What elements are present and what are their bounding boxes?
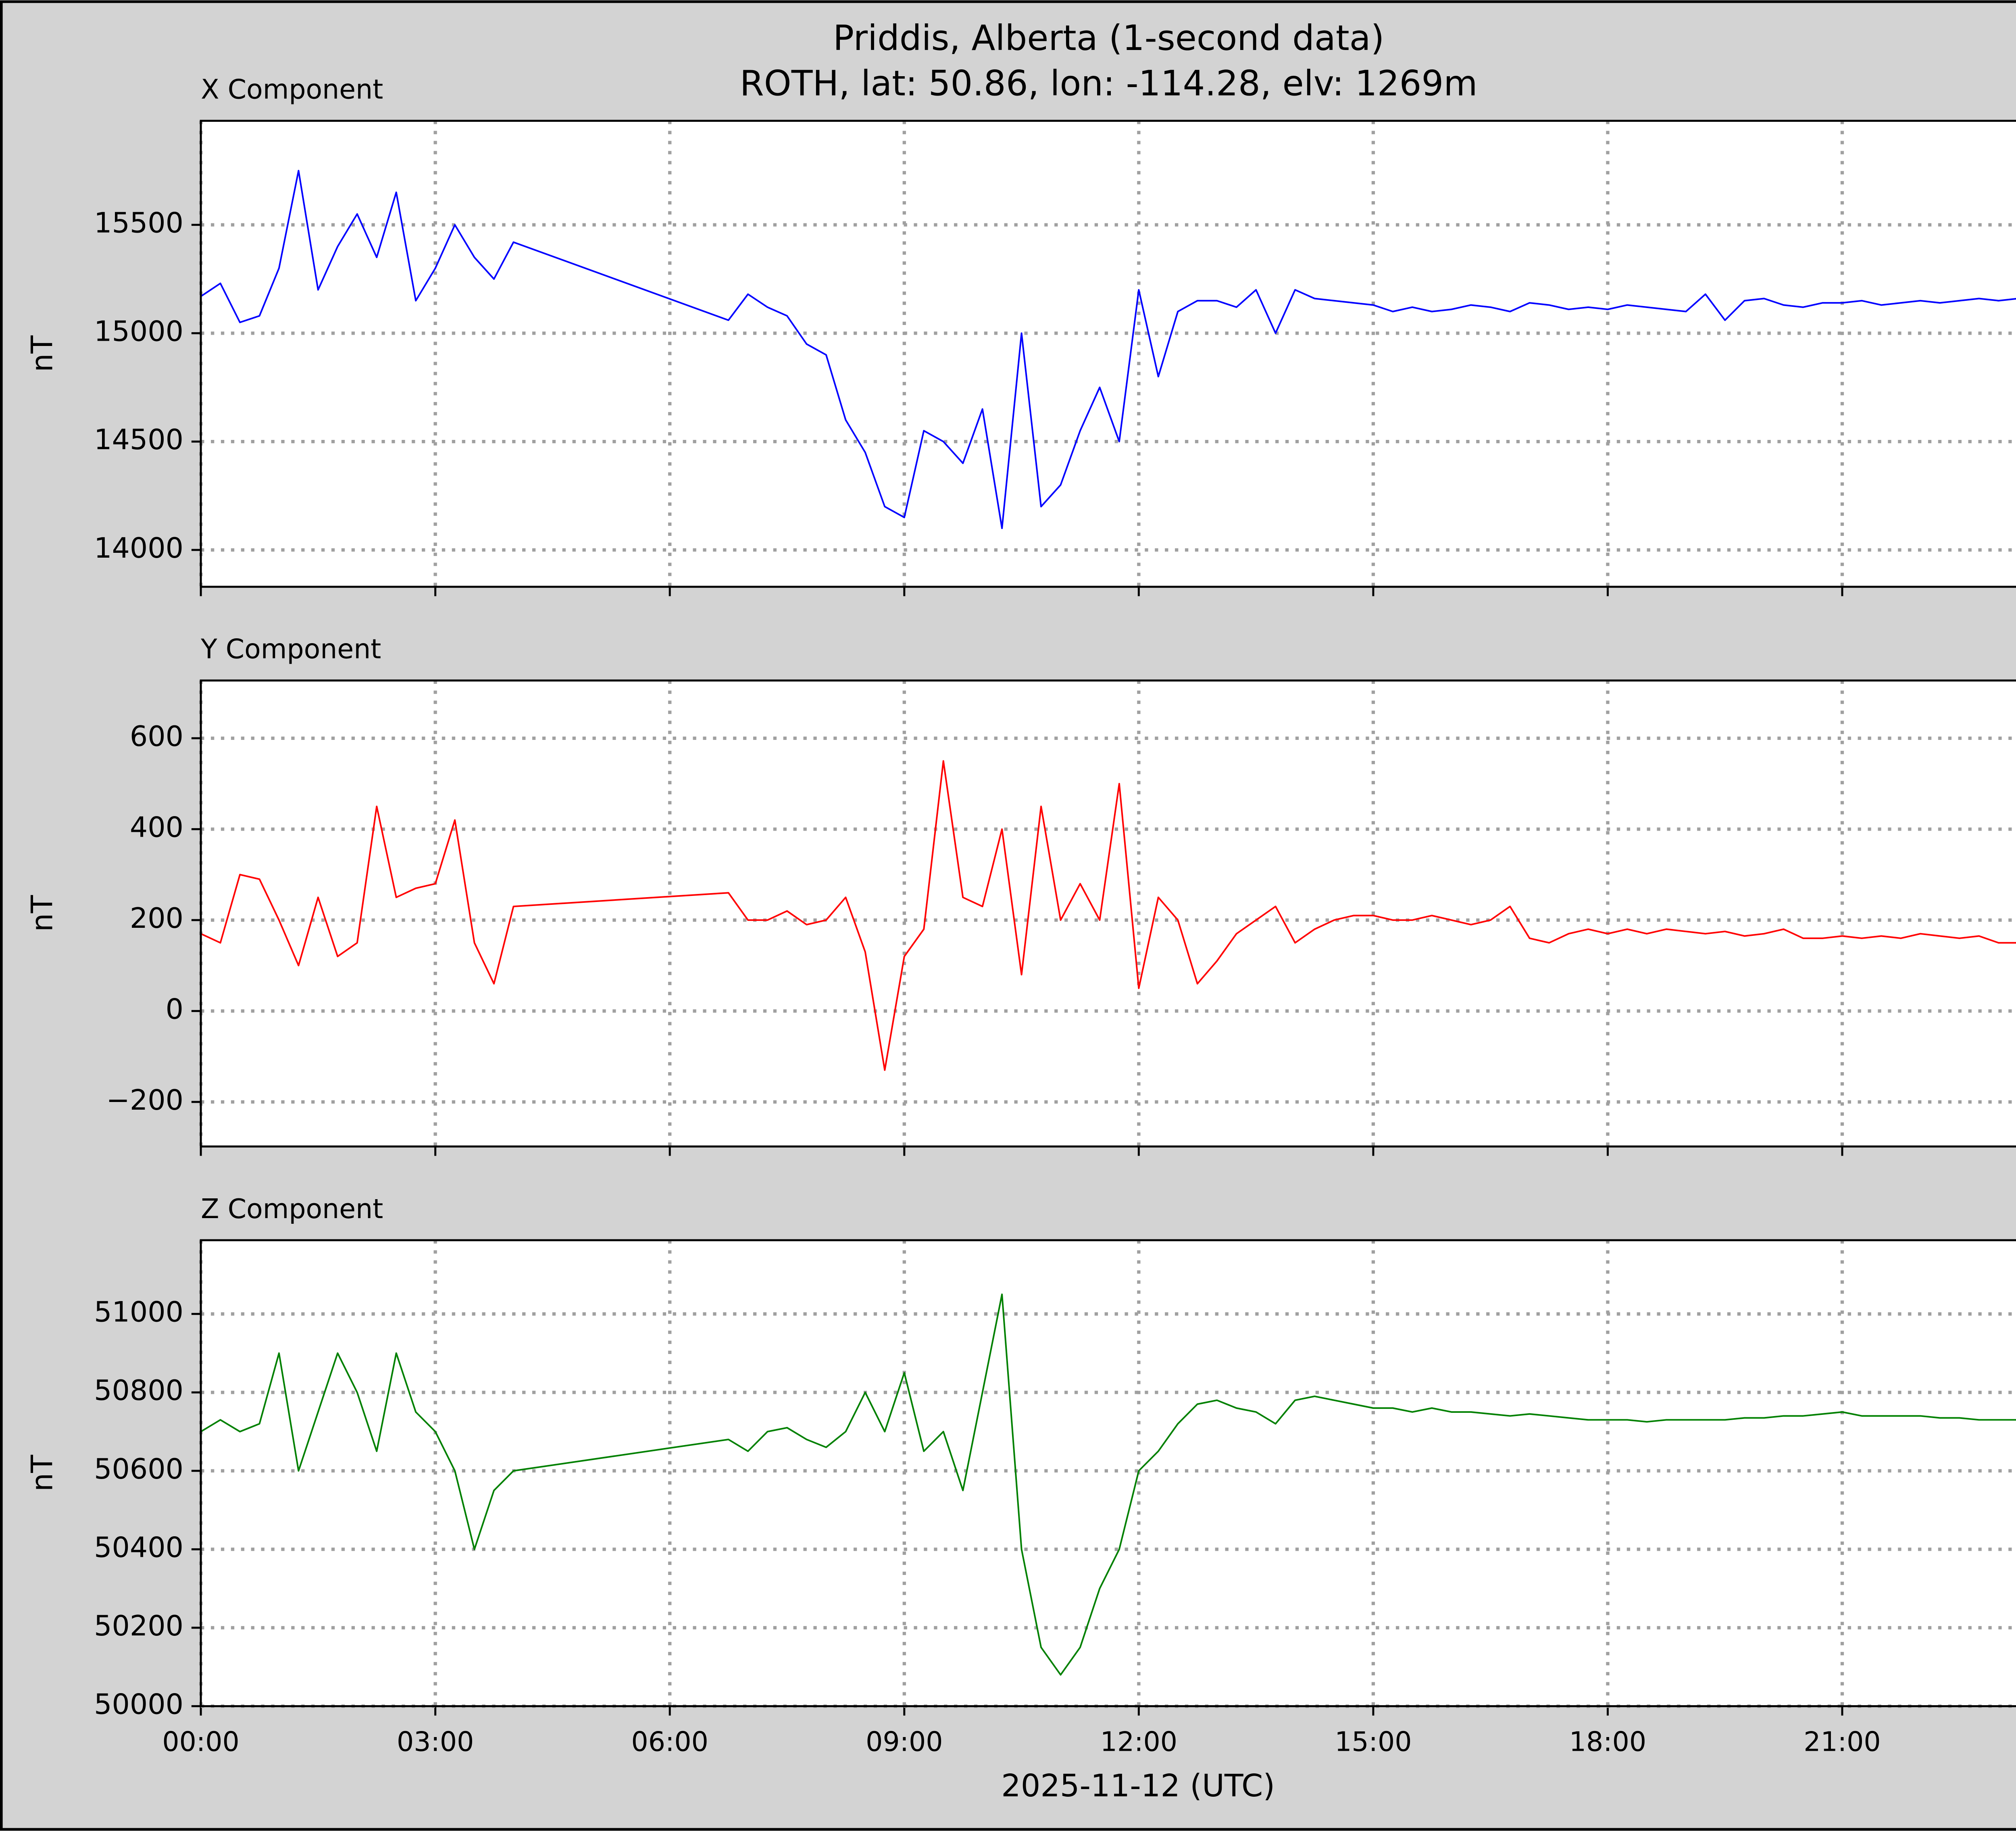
y-tick-label: 600 (130, 720, 183, 753)
figure-title: Priddis, Alberta (1-second data) (833, 18, 1384, 58)
y-tick-label: 50200 (94, 1610, 183, 1642)
x-tick-label: 00:00 (162, 1726, 239, 1757)
y-tick-label: 0 (166, 993, 183, 1025)
y-tick-label: 50600 (94, 1453, 183, 1485)
data-line (200, 170, 2016, 529)
x-axis-label: 2025-11-12 (UTC) (1001, 1768, 1275, 1804)
y-tick-label: 15000 (94, 315, 183, 348)
x-tick-label: 03:00 (397, 1726, 474, 1757)
x-tick-label: 21:00 (1804, 1726, 1881, 1757)
panel-title: Z Component (201, 1193, 383, 1225)
y-tick-label: 50000 (94, 1688, 183, 1721)
data-line (200, 1294, 2016, 1676)
x-tick-label: 18:00 (1569, 1726, 1646, 1757)
x-tick-label: 06:00 (631, 1726, 708, 1757)
plot-area (201, 121, 2016, 587)
data-line (200, 760, 2016, 1071)
plot-area (201, 680, 2016, 1147)
plot-frame (200, 120, 2016, 588)
plot-frame (200, 1239, 2016, 1707)
y-tick-label: 15500 (94, 207, 183, 240)
plot-frame (200, 679, 2016, 1148)
y-tick-label: 14000 (94, 532, 183, 565)
y-tick-label: −200 (106, 1084, 183, 1117)
y-tick-label: 50800 (94, 1374, 183, 1407)
y-axis-label: nT (25, 335, 60, 372)
x-tick-label: 12:00 (1100, 1726, 1177, 1757)
x-tick-label: 15:00 (1335, 1726, 1412, 1757)
x-tick-label: 09:00 (866, 1726, 943, 1757)
y-tick-label: 14500 (94, 423, 183, 456)
y-tick-label: 200 (130, 902, 183, 935)
plot-area (201, 1240, 2016, 1706)
figure-subtitle: ROTH, lat: 50.86, lon: -114.28, elv: 126… (740, 64, 1478, 104)
y-axis-label: nT (25, 1455, 60, 1491)
panel-title: Y Component (200, 633, 381, 665)
y-tick-label: 50400 (94, 1531, 183, 1564)
panel-title: X Component (201, 74, 383, 105)
y-tick-label: 400 (130, 811, 183, 844)
y-tick-label: 51000 (94, 1296, 183, 1329)
y-axis-label: nT (25, 895, 60, 932)
